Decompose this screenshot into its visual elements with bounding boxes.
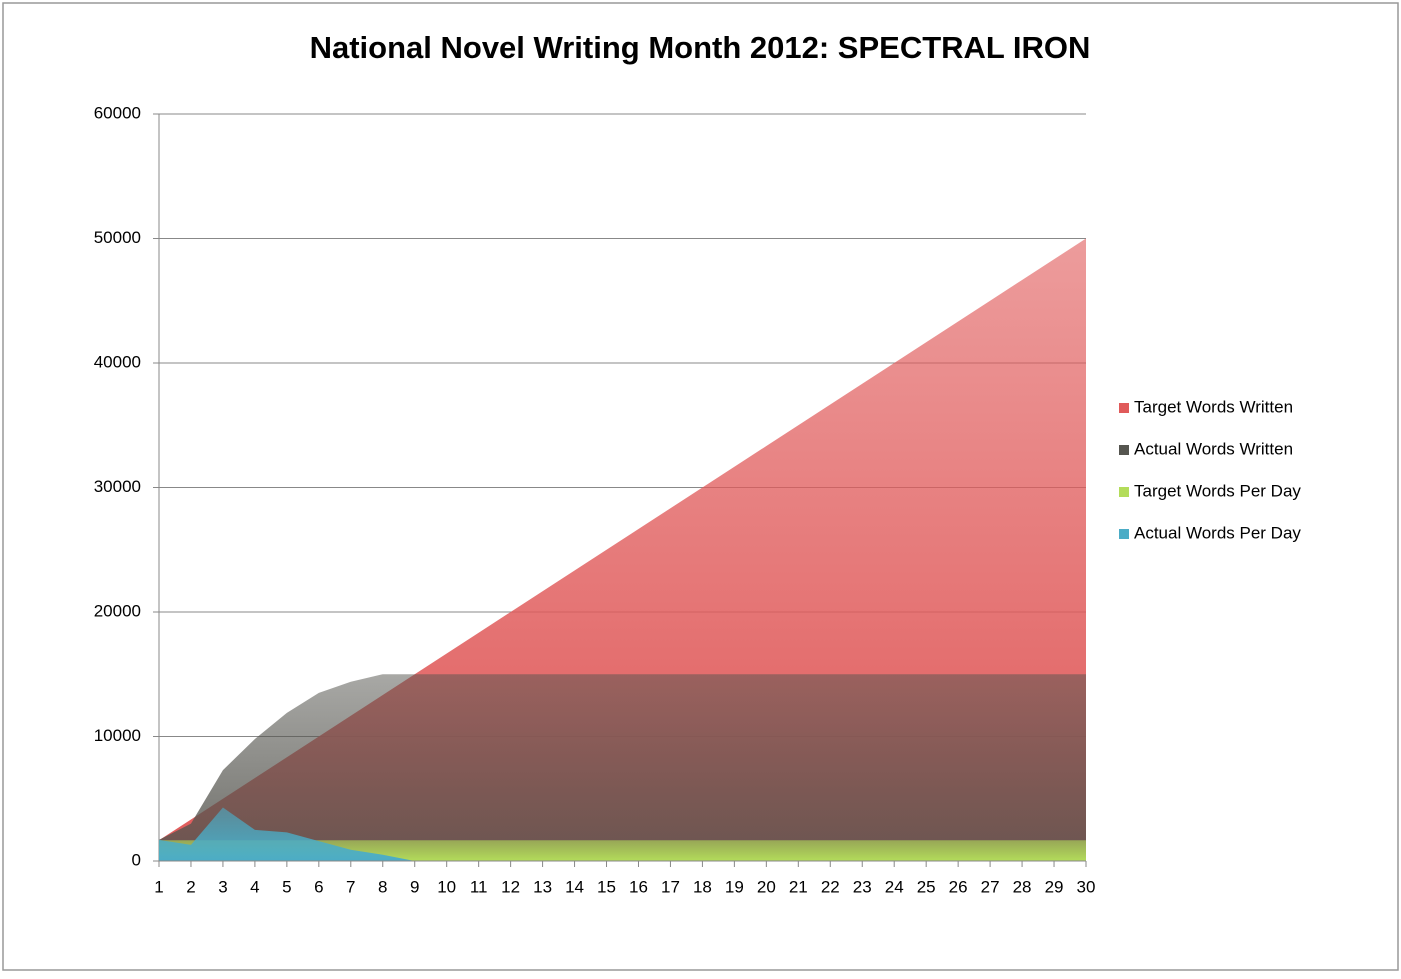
- x-tick-label: 27: [981, 877, 1000, 896]
- legend-swatch: [1119, 529, 1129, 539]
- x-tick-label: 9: [410, 877, 419, 896]
- x-tick-label: 25: [917, 877, 936, 896]
- y-tick-label: 0: [132, 850, 141, 869]
- x-tick-label: 21: [789, 877, 808, 896]
- legend-label: Actual Words Per Day: [1134, 523, 1301, 542]
- x-tick-label: 12: [501, 877, 520, 896]
- x-tick-label: 5: [282, 877, 291, 896]
- x-tick-label: 23: [853, 877, 872, 896]
- x-tick-label: 20: [757, 877, 776, 896]
- x-tick-label: 8: [378, 877, 387, 896]
- x-tick-label: 19: [725, 877, 744, 896]
- x-tick-label: 30: [1077, 877, 1096, 896]
- x-tick-label: 7: [346, 877, 355, 896]
- y-tick-label: 60000: [94, 103, 141, 122]
- y-tick-label: 30000: [94, 477, 141, 496]
- legend-swatch: [1119, 403, 1129, 413]
- area: [159, 674, 1086, 861]
- legend-label: Target Words Written: [1134, 397, 1293, 416]
- x-tick-label: 3: [218, 877, 227, 896]
- x-tick-label: 18: [693, 877, 712, 896]
- chart-title: National Novel Writing Month 2012: SPECT…: [310, 30, 1091, 65]
- y-tick-label: 50000: [94, 228, 141, 247]
- y-tick-label: 40000: [94, 352, 141, 371]
- x-tick-label: 22: [821, 877, 840, 896]
- x-tick-label: 4: [250, 877, 259, 896]
- legend-label: Target Words Per Day: [1134, 481, 1301, 500]
- area: [159, 807, 1086, 861]
- x-tick-label: 11: [470, 877, 488, 896]
- y-tick-label: 10000: [94, 726, 141, 745]
- x-tick-label: 29: [1045, 877, 1064, 896]
- x-tick-label: 28: [1013, 877, 1032, 896]
- x-tick-label: 14: [565, 877, 584, 896]
- x-tick-label: 10: [437, 877, 456, 896]
- legend-label: Actual Words Written: [1134, 439, 1293, 458]
- legend-swatch: [1119, 487, 1129, 497]
- x-tick-label: 17: [661, 877, 680, 896]
- legend-swatch: [1119, 445, 1129, 455]
- area: [159, 840, 1086, 861]
- x-tick-label: 24: [885, 877, 904, 896]
- y-tick-label: 20000: [94, 601, 141, 620]
- x-tick-label: 26: [949, 877, 968, 896]
- x-tick-label: 16: [629, 877, 648, 896]
- x-tick-label: 15: [597, 877, 616, 896]
- x-tick-label: 2: [186, 877, 195, 896]
- x-tick-label: 6: [314, 877, 323, 896]
- x-tick-label: 1: [154, 877, 163, 896]
- x-tick-label: 13: [533, 877, 552, 896]
